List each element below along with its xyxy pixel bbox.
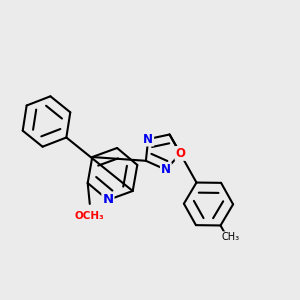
Text: N: N [102, 194, 113, 206]
Text: CH₃: CH₃ [221, 232, 239, 242]
Text: N: N [143, 133, 153, 146]
Text: N: N [161, 163, 171, 176]
Text: O: O [176, 147, 185, 160]
Text: OCH₃: OCH₃ [75, 212, 105, 221]
